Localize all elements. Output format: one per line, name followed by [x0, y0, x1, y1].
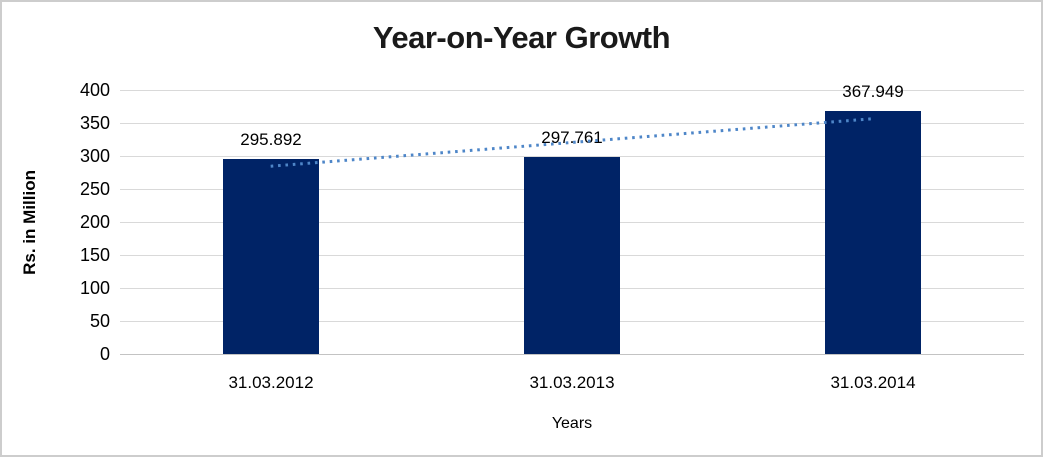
y-tick-label: 250: [79, 179, 110, 199]
y-tick-label: 50: [89, 311, 110, 331]
bar-value-label: 297.761: [541, 128, 603, 147]
y-tick-label: 100: [79, 278, 110, 298]
x-tick-label: 31.03.2014: [830, 373, 916, 392]
x-tick-label: 31.03.2013: [529, 373, 615, 392]
y-tick-label: 350: [79, 113, 110, 133]
y-tick-label: 400: [79, 80, 110, 100]
x-tick-label: 31.03.2012: [228, 373, 314, 392]
bar-value-label: 295.892: [240, 130, 302, 149]
x-axis-title: Years: [551, 415, 593, 432]
y-tick-label: 300: [79, 146, 110, 166]
gridline: [120, 90, 1024, 91]
y-tick-label: 200: [79, 212, 110, 232]
chart-title: Year-on-Year Growth: [372, 20, 671, 55]
bar-31.03.2013: [524, 157, 620, 354]
x-axis-line: [120, 354, 1024, 355]
y-tick-label: 150: [79, 245, 110, 265]
y-tick-label: 0: [99, 344, 110, 364]
bar-value-label: 367.949: [842, 82, 904, 101]
bar-31.03.2012: [223, 159, 319, 354]
bar-31.03.2014: [825, 111, 921, 354]
